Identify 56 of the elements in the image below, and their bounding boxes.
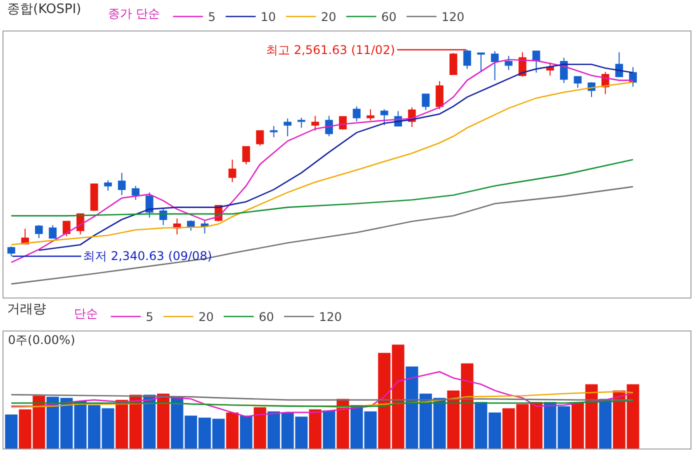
candlestick xyxy=(270,125,278,138)
legend-label: 60 xyxy=(381,10,397,24)
candlestick xyxy=(48,224,57,239)
legend-title: 단순 xyxy=(74,306,98,321)
candlestick xyxy=(532,50,540,74)
candlestick xyxy=(477,52,485,72)
candlestick xyxy=(436,80,444,110)
bar xyxy=(240,416,252,449)
legend-label: 10 xyxy=(260,10,276,24)
legend-label: 5 xyxy=(146,310,154,324)
candlestick xyxy=(629,66,637,88)
legend-label: 5 xyxy=(208,10,216,24)
candlestick xyxy=(298,117,306,128)
annotation: 최저 2,340.63 (09/08) xyxy=(83,249,212,263)
candlestick xyxy=(90,183,98,212)
candlestick xyxy=(118,172,126,196)
candlestick xyxy=(352,106,361,122)
bar xyxy=(226,412,239,449)
candlestick xyxy=(104,180,112,192)
candlestick xyxy=(256,130,264,146)
bar xyxy=(599,398,612,449)
candlestick xyxy=(422,94,430,111)
candlestick xyxy=(228,159,236,183)
candlestick xyxy=(449,52,458,76)
annotation: 0주(0.00%) xyxy=(8,333,76,347)
candlestick xyxy=(35,224,43,239)
legend-label: 120 xyxy=(442,10,464,24)
candlestick xyxy=(200,220,209,234)
candlestick xyxy=(463,49,472,70)
bar xyxy=(309,409,322,449)
candlestick xyxy=(62,220,70,237)
bar xyxy=(254,407,266,449)
annotation: 최고 2,561.63 (11/02) xyxy=(266,43,396,57)
candlestick xyxy=(311,115,320,132)
legend-label: 20 xyxy=(198,310,214,324)
candlestick xyxy=(284,118,292,137)
bar xyxy=(143,394,156,449)
candlestick xyxy=(7,246,16,257)
candlestick xyxy=(490,50,499,81)
candlestick xyxy=(574,76,582,88)
bar xyxy=(5,414,18,449)
bar xyxy=(322,410,336,449)
candlestick xyxy=(146,192,154,218)
bar xyxy=(336,398,350,449)
candlestick xyxy=(242,146,250,165)
candlestick xyxy=(366,108,374,121)
legend-label: 120 xyxy=(319,310,342,324)
bar xyxy=(157,394,170,449)
legend-title: 종가 단순 xyxy=(108,6,160,21)
legend-label: 20 xyxy=(320,10,336,24)
candlestick xyxy=(504,55,513,70)
candlestick xyxy=(132,185,140,200)
chart-title: 종합(KOSPI) xyxy=(7,2,82,18)
legend-label: 60 xyxy=(258,310,274,324)
chart-title: 거래량 xyxy=(7,302,46,318)
candlestick xyxy=(380,108,388,126)
